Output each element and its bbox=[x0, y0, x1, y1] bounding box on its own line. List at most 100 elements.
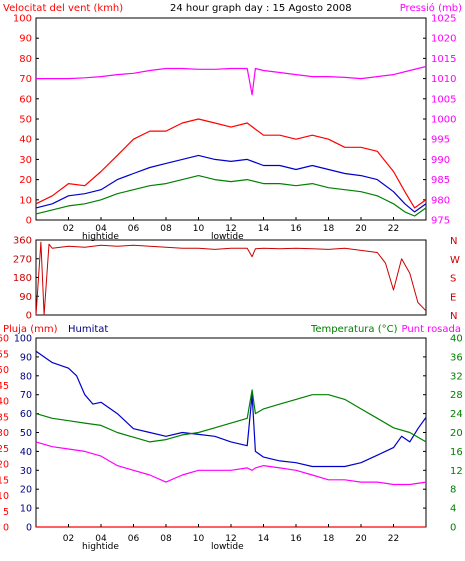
humidity-tick-label: 100 bbox=[14, 334, 32, 345]
wind-left-axis: 0 10 20 30 40 50 60 70 80 90 100 bbox=[13, 14, 39, 227]
direction-series-group bbox=[35, 241, 427, 316]
hightide-label-bottom: hightide bbox=[82, 542, 119, 552]
rain-tick-label: 10 bbox=[0, 491, 9, 502]
y-tick-label: 990 bbox=[431, 155, 450, 166]
humidity-tick-label: 60 bbox=[20, 409, 32, 420]
x-tick-label: 10 bbox=[193, 534, 205, 544]
y-tick-label: 980 bbox=[431, 195, 450, 206]
compass-letter: S bbox=[450, 274, 456, 285]
x-tick-label: 08 bbox=[160, 224, 172, 234]
humidity-tick-label: 40 bbox=[20, 447, 32, 458]
x-tick-label: 22 bbox=[388, 534, 399, 544]
direction-left-axis: 0 90 180 270 360 bbox=[13, 236, 39, 322]
rain-label: Pluja (mm) bbox=[3, 324, 58, 335]
series-temperatura-c bbox=[35, 389, 427, 443]
rain-tick-label: 15 bbox=[0, 475, 9, 486]
y-tick-label: 60 bbox=[19, 94, 32, 105]
y-tick-label: 10 bbox=[19, 195, 32, 206]
y-tick-label: 40 bbox=[450, 334, 463, 345]
y-tick-label: 12 bbox=[450, 466, 463, 477]
lowtide-label-top: lowtide bbox=[211, 232, 244, 242]
compass-letter: E bbox=[450, 292, 456, 303]
x-tick-label: 18 bbox=[323, 534, 335, 544]
y-tick-label: 4 bbox=[450, 504, 456, 515]
compass-letter: N bbox=[450, 311, 457, 322]
wind-series-group bbox=[35, 65, 427, 217]
humidity-tick-label: 70 bbox=[20, 390, 32, 401]
x-tick-label: 18 bbox=[323, 224, 335, 234]
x-tick-label: 12 bbox=[225, 534, 236, 544]
humidity-left-axis: 0 5 10 15 20 25 30 35 40 45 50 55 60 0 10 20 30 40 50 60 70 8… bbox=[0, 334, 39, 534]
x-tick-label: 12 bbox=[225, 224, 236, 234]
x-tick-label: 02 bbox=[63, 534, 74, 544]
series-gust bbox=[35, 118, 427, 209]
x-tick-label: 14 bbox=[258, 224, 270, 234]
x-tick-label: 20 bbox=[355, 534, 367, 544]
wind-panel-frame bbox=[35, 17, 427, 221]
rain-tick-label: 40 bbox=[0, 397, 9, 408]
y-tick-label: 1020 bbox=[431, 34, 456, 45]
series-humitat bbox=[35, 350, 427, 468]
rain-tick-label: 25 bbox=[0, 444, 9, 455]
y-tick-label: 360 bbox=[13, 236, 32, 247]
temperature-label: Temperatura (°C) bbox=[310, 324, 398, 335]
humidity-label: Humitat bbox=[68, 324, 108, 335]
y-tick-label: 32 bbox=[450, 371, 463, 382]
series-direction bbox=[35, 241, 427, 316]
y-tick-label: 20 bbox=[450, 428, 463, 439]
y-tick-label: 995 bbox=[431, 135, 450, 146]
y-tick-label: 270 bbox=[13, 254, 32, 265]
y-tick-label: 30 bbox=[19, 155, 32, 166]
y-tick-label: 1000 bbox=[431, 115, 456, 126]
rain-tick-label: 20 bbox=[0, 460, 9, 471]
y-tick-label: 1015 bbox=[431, 54, 456, 65]
series-min bbox=[35, 175, 427, 217]
compass-letter: W bbox=[450, 255, 460, 266]
rain-tick-label: 5 bbox=[3, 507, 9, 518]
x-tick-label: 06 bbox=[128, 534, 140, 544]
series-pressi-mb bbox=[36, 65, 427, 96]
humidity-tick-label: 20 bbox=[20, 485, 32, 496]
rain-tick-label: 45 bbox=[0, 381, 9, 392]
y-tick-label: 40 bbox=[19, 135, 32, 146]
temperature-right-axis: 0 4 8 12 16 20 24 28 32 36 40 bbox=[423, 334, 463, 534]
humidity-tick-label: 50 bbox=[20, 428, 32, 439]
x-tick-label: 20 bbox=[355, 224, 367, 234]
rain-tick-label: 30 bbox=[0, 428, 9, 439]
y-tick-label: 36 bbox=[450, 352, 463, 363]
y-tick-label: 100 bbox=[13, 14, 32, 25]
wind-speed-label: Velocitat del vent (kmh) bbox=[3, 3, 123, 14]
y-tick-label: 20 bbox=[19, 175, 32, 186]
y-tick-label: 180 bbox=[13, 273, 32, 284]
rain-tick-label: 0 bbox=[3, 523, 9, 534]
x-tick-label: 14 bbox=[258, 534, 270, 544]
pressure-right-axis: 975 980 985 990 995 1000 1005 1010 1015 1020 1025 bbox=[423, 14, 456, 227]
lowtide-label-bottom: lowtide bbox=[211, 542, 244, 552]
y-tick-label: 28 bbox=[450, 390, 463, 401]
humidity-panel-frame bbox=[35, 337, 427, 528]
series-mean bbox=[35, 154, 427, 213]
y-tick-label: 70 bbox=[19, 74, 32, 85]
y-tick-label: 0 bbox=[26, 311, 32, 322]
rain-tick-label: 50 bbox=[0, 365, 9, 376]
x-tick-label: 16 bbox=[290, 224, 302, 234]
humidity-tick-label: 30 bbox=[20, 466, 32, 477]
humidity-tick-label: 10 bbox=[20, 504, 32, 515]
x-tick-label: 06 bbox=[128, 224, 140, 234]
x-tick-label: 10 bbox=[193, 224, 205, 234]
y-tick-label: 975 bbox=[431, 216, 450, 227]
rain-tick-label: 35 bbox=[0, 412, 9, 423]
x-tick-label: 02 bbox=[63, 224, 74, 234]
x-tick-label: 04 bbox=[95, 534, 107, 544]
x-tick-label: 08 bbox=[160, 534, 172, 544]
humidity-tick-label: 80 bbox=[20, 371, 32, 382]
chart-title: 24 hour graph day : 15 Agosto 2008 bbox=[170, 3, 352, 14]
dewpoint-label: Punt rosada bbox=[402, 324, 461, 335]
humidity-tick-label: 90 bbox=[20, 352, 32, 363]
bottom-x-axis: 02 04 06 08 10 12 14 16 18 20 22 bbox=[63, 524, 399, 544]
x-tick-label: 04 bbox=[95, 224, 107, 234]
pressure-label: Pressió (mb) bbox=[400, 2, 462, 14]
